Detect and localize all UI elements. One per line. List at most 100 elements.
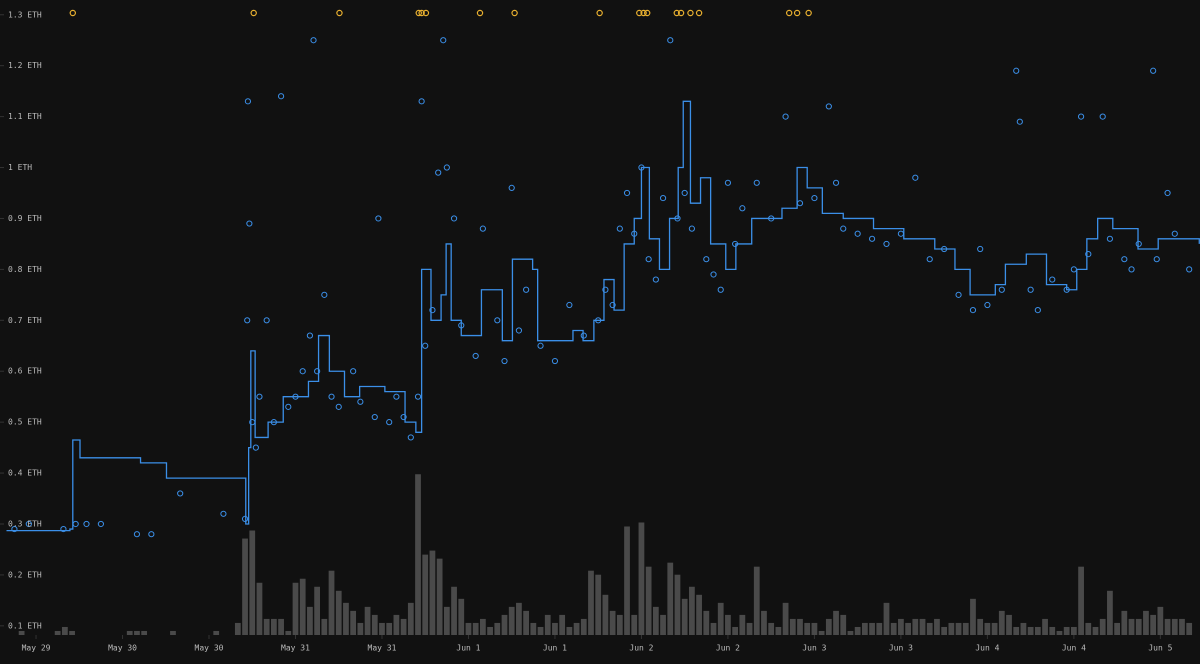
outlier-point xyxy=(793,9,801,17)
volume-bar xyxy=(703,610,710,635)
sale-point xyxy=(357,398,364,405)
volume-bar xyxy=(905,622,911,635)
sale-point xyxy=(566,301,573,309)
sale-point xyxy=(998,286,1005,293)
sale-point xyxy=(616,225,623,232)
volume-bar xyxy=(941,626,948,635)
volume-bar xyxy=(357,622,364,635)
volume-bar xyxy=(667,562,674,635)
volume-bar xyxy=(263,618,270,635)
sale-point xyxy=(435,169,442,176)
sale-point xyxy=(984,301,991,309)
volume-bar xyxy=(825,618,832,635)
sale-point xyxy=(768,215,775,222)
sale-point xyxy=(515,327,523,334)
sale-point xyxy=(969,307,977,314)
sale-point xyxy=(1049,276,1056,283)
outlier-point xyxy=(476,9,484,17)
volume-bar xyxy=(307,606,313,635)
volume-bar xyxy=(1179,618,1185,635)
volume-bar xyxy=(775,626,782,635)
sale-point xyxy=(458,322,465,329)
volume-bar xyxy=(732,626,739,635)
volume-bar xyxy=(480,618,486,635)
sale-point xyxy=(1186,266,1193,273)
y-tick-label: 1 ETH xyxy=(8,163,32,172)
sale-point xyxy=(306,332,314,339)
sale-point xyxy=(1171,230,1178,237)
y-tick-label: 1.1 ETH xyxy=(8,112,42,121)
outlier-point xyxy=(69,9,76,17)
sale-point xyxy=(580,332,587,339)
sale-point xyxy=(832,179,840,186)
sale-point xyxy=(501,357,508,365)
sale-point xyxy=(1150,67,1157,74)
sale-point xyxy=(840,225,847,232)
sale-point xyxy=(133,531,141,538)
outlier-point xyxy=(415,9,422,17)
sale-point xyxy=(623,189,631,197)
sale-point xyxy=(299,368,306,375)
outlier-point xyxy=(687,9,694,17)
sale-point xyxy=(897,230,905,237)
sale-point xyxy=(479,225,486,232)
volume-bar xyxy=(508,606,515,635)
sale-point xyxy=(782,113,789,120)
volume-bar xyxy=(717,602,724,635)
sale-point xyxy=(443,164,450,171)
sale-point xyxy=(177,490,184,497)
volume-bar xyxy=(789,618,796,635)
volume-bar xyxy=(1150,614,1157,635)
volume-bar xyxy=(616,614,623,635)
volume-bar xyxy=(213,630,220,635)
volume-bar xyxy=(970,598,976,635)
x-tick-label: Jun 2 xyxy=(629,644,653,653)
volume-bar xyxy=(61,626,68,635)
floor-line xyxy=(6,100,1200,532)
volume-bar xyxy=(278,618,284,635)
volume-bar xyxy=(984,622,991,635)
volume-bar xyxy=(811,622,818,635)
volume-bar xyxy=(631,614,638,635)
sale-point xyxy=(1153,256,1160,263)
sale-point xyxy=(508,184,515,192)
volume-bar xyxy=(1114,622,1120,635)
sale-point xyxy=(148,531,155,538)
x-tick-label: Jun 2 xyxy=(716,644,740,653)
volume-bar xyxy=(1092,626,1099,635)
volume-bar xyxy=(833,610,839,635)
volume-bar xyxy=(314,586,320,635)
sale-point xyxy=(314,368,321,375)
volume-bar xyxy=(573,622,580,635)
volume-bar xyxy=(681,598,688,635)
sale-point xyxy=(472,352,479,360)
volume-bar xyxy=(1020,622,1027,635)
volume-bar xyxy=(335,590,342,635)
sale-point xyxy=(681,189,688,197)
volume-bar xyxy=(912,618,919,635)
x-tick-label: May 31 xyxy=(281,644,310,653)
sale-point xyxy=(710,271,717,278)
volume-bar xyxy=(1128,618,1135,635)
volume-bar xyxy=(1143,610,1149,635)
sale-point xyxy=(652,276,659,283)
outlier-point xyxy=(336,9,343,17)
sale-point xyxy=(912,174,919,181)
sale-point xyxy=(739,205,746,212)
sale-point xyxy=(1085,251,1092,258)
y-tick-label: 0.7 ETH xyxy=(8,316,42,325)
volume-bar xyxy=(797,618,803,635)
outlier-point xyxy=(805,9,812,17)
outlier-point xyxy=(422,9,430,17)
volume-bar xyxy=(494,622,501,635)
volume-bar xyxy=(595,574,602,635)
x-tick-label: May 30 xyxy=(108,644,137,653)
outlier-point xyxy=(677,9,685,17)
sale-point xyxy=(688,225,695,232)
volume-bar xyxy=(379,622,385,635)
sale-point xyxy=(1099,113,1106,120)
volume-bar xyxy=(487,626,493,635)
volume-bar xyxy=(458,598,465,635)
sale-point xyxy=(1027,286,1034,293)
sale-point xyxy=(1121,256,1128,263)
